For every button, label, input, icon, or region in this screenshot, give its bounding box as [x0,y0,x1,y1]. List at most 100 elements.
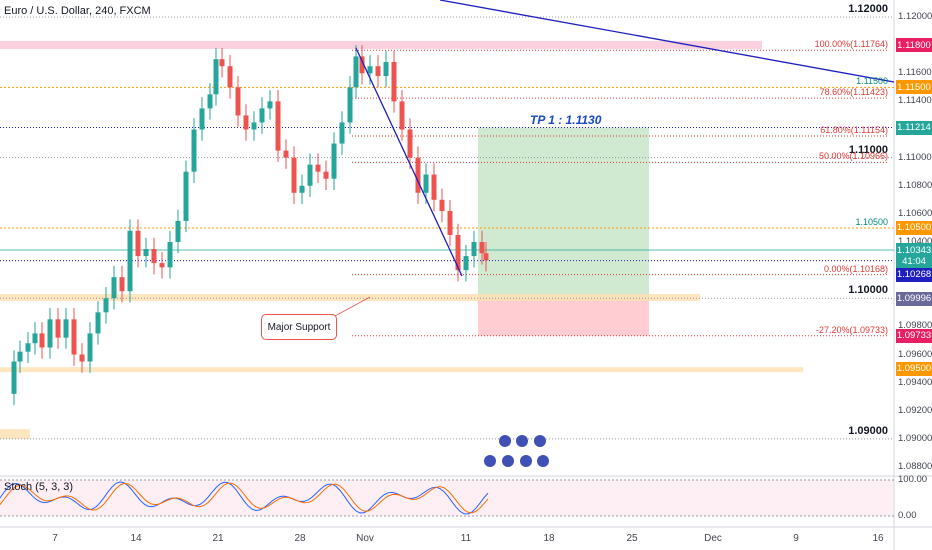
x-tick-label: Dec [704,533,722,544]
candle-body [87,333,93,362]
candle-body [199,108,205,130]
candle-body [479,242,485,254]
candle-body [455,234,461,271]
fib-label: 78.60%(1.11423) [819,87,888,98]
x-tick-label: 11 [460,533,472,544]
symbol-title[interactable]: Euro / U.S. Dollar, 240, FXCM [4,5,151,17]
stoch-tick: 0.00 [898,510,917,521]
candle-body [463,256,469,271]
candle-body [63,319,69,338]
price-tag: 1.10268 [896,267,932,282]
candle-body [207,94,213,109]
y-tick-label: 1.10600 [898,207,932,219]
level-label: 1.10500 [855,216,888,227]
event-icon [502,455,514,467]
y-tick-label: 1.11400 [898,95,932,107]
y-tick-label: 1.09600 [898,348,932,360]
candle-body [283,150,289,158]
candle-body [275,101,281,151]
candle-body [299,185,305,193]
event-icon [537,455,549,467]
event-icon [534,435,546,447]
candle-body [407,129,413,158]
level-label: 1.12000 [848,3,888,15]
level-label: 1.11000 [848,143,888,156]
fib-label: 100.00%(1.11764) [814,39,888,50]
level-label: 1.09000 [848,424,888,437]
event-icon [484,455,496,467]
event-icon [520,455,532,467]
candle-body [367,66,373,74]
candle-body [375,66,381,77]
candle-body [331,143,337,179]
candle-body [47,319,53,348]
x-tick-label: 16 [872,533,884,544]
candle-body [315,164,321,172]
support-band-lower [0,367,803,373]
candle-body [267,101,273,109]
candle-body [423,174,429,193]
candle-body [17,351,23,362]
stoch-band [0,480,893,516]
candle-body [103,298,109,313]
candle-body [119,277,125,292]
candle-body [339,122,345,144]
fib-label: -27.20%(1.09733) [815,324,888,335]
candle-body [415,157,421,193]
price-tag: 1.10500 [896,220,932,235]
stop-loss-zone [478,298,649,336]
candle-body [383,62,389,77]
candle-body [431,174,437,200]
x-tick-label: Nov [356,533,374,544]
x-tick-label: 21 [212,533,224,544]
price-tag: 1.11800 [896,38,932,53]
candle-body [55,319,61,338]
price-tag: 1.10343 [896,243,932,258]
y-tick-label: 1.11000 [898,151,932,163]
support-band [0,294,700,302]
x-tick-label: 18 [543,533,555,544]
level-label: 1.11500 [856,76,888,87]
candle-body [159,263,165,268]
x-tick-label: 9 [793,533,799,544]
candle-body [167,242,173,268]
candle-body [39,333,45,348]
x-tick-label: 14 [130,533,142,544]
tp-label: TP 1 : 1.1130 [530,113,602,127]
major-support-note[interactable]: Major Support [261,314,337,340]
stoch-tick: 100.00 [898,474,928,485]
candle-body [11,361,17,394]
y-tick-label: 1.10800 [898,179,932,191]
candle-body [391,62,397,102]
y-tick-label: 1.09000 [898,432,932,444]
event-icon [499,435,511,447]
candle-body [219,59,225,67]
x-tick-label: 28 [294,533,306,544]
candle-body [213,59,219,95]
fib-label: 61.80%(1.11154) [820,124,888,135]
support-band-left [0,429,30,440]
candle-body [127,230,133,292]
candle-body [79,354,85,362]
descending-trendline [439,0,895,83]
candle-body [183,171,189,221]
candle-body [151,249,157,264]
candle-body [243,115,249,130]
candle-body [95,312,101,334]
price-tag: 1.09500 [896,361,932,376]
candle-body [32,333,38,344]
note-pointer [334,296,371,317]
y-tick-label: 1.12000 [898,11,932,22]
x-tick-label: 7 [52,533,58,544]
event-icon [516,435,528,447]
candle-body [259,108,265,123]
fib-label: 50.00%(1.10966) [818,151,888,162]
candle-body [307,164,313,186]
y-tick-label: 1.11600 [898,67,932,79]
candle-body [71,319,77,355]
stochastic-label[interactable]: Stoch (5, 3, 3) [4,481,74,493]
candle-body [143,249,149,257]
take-profit-zone [478,127,649,299]
